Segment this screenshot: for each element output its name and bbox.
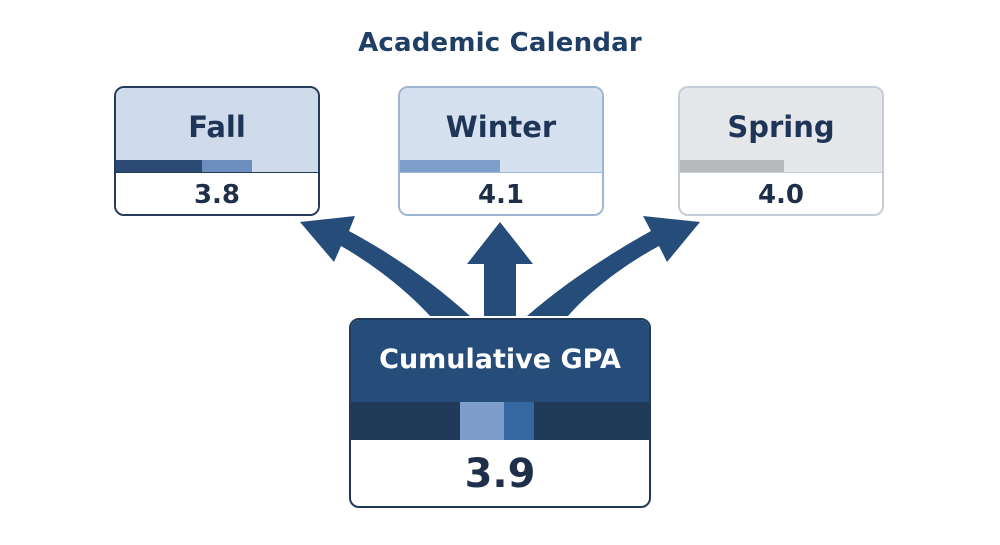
term-card-fall: Fall 3.8: [114, 86, 320, 216]
term-name: Winter: [445, 110, 557, 144]
term-card-spring: Spring 4.0: [678, 86, 884, 216]
cumulative-label: Cumulative GPA: [379, 344, 621, 375]
term-card-winter: Winter 4.1: [398, 86, 604, 216]
cumulative-gpa-value: 3.9: [464, 451, 536, 497]
term-progress-bar: [116, 160, 318, 172]
cumulative-gpa-card: Cumulative GPA 3.9: [349, 318, 651, 508]
arrow-to-winter: [467, 222, 533, 316]
term-progress-bar: [400, 160, 602, 172]
term-header: Spring: [680, 88, 882, 172]
diagram-title: Academic Calendar: [358, 28, 642, 58]
cumulative-progress-band: [351, 402, 649, 440]
term-progress-bar: [680, 160, 882, 172]
term-header: Winter: [400, 88, 602, 172]
term-name: Fall: [188, 110, 246, 144]
term-name: Spring: [727, 110, 835, 144]
term-gpa: 3.8: [116, 173, 318, 214]
cumulative-header: Cumulative GPA: [351, 320, 649, 402]
arrow-to-fall: [300, 216, 470, 316]
term-gpa: 4.0: [680, 173, 882, 214]
term-gpa: 4.1: [400, 173, 602, 214]
term-header: Fall: [116, 88, 318, 172]
arrow-to-spring: [527, 216, 700, 316]
